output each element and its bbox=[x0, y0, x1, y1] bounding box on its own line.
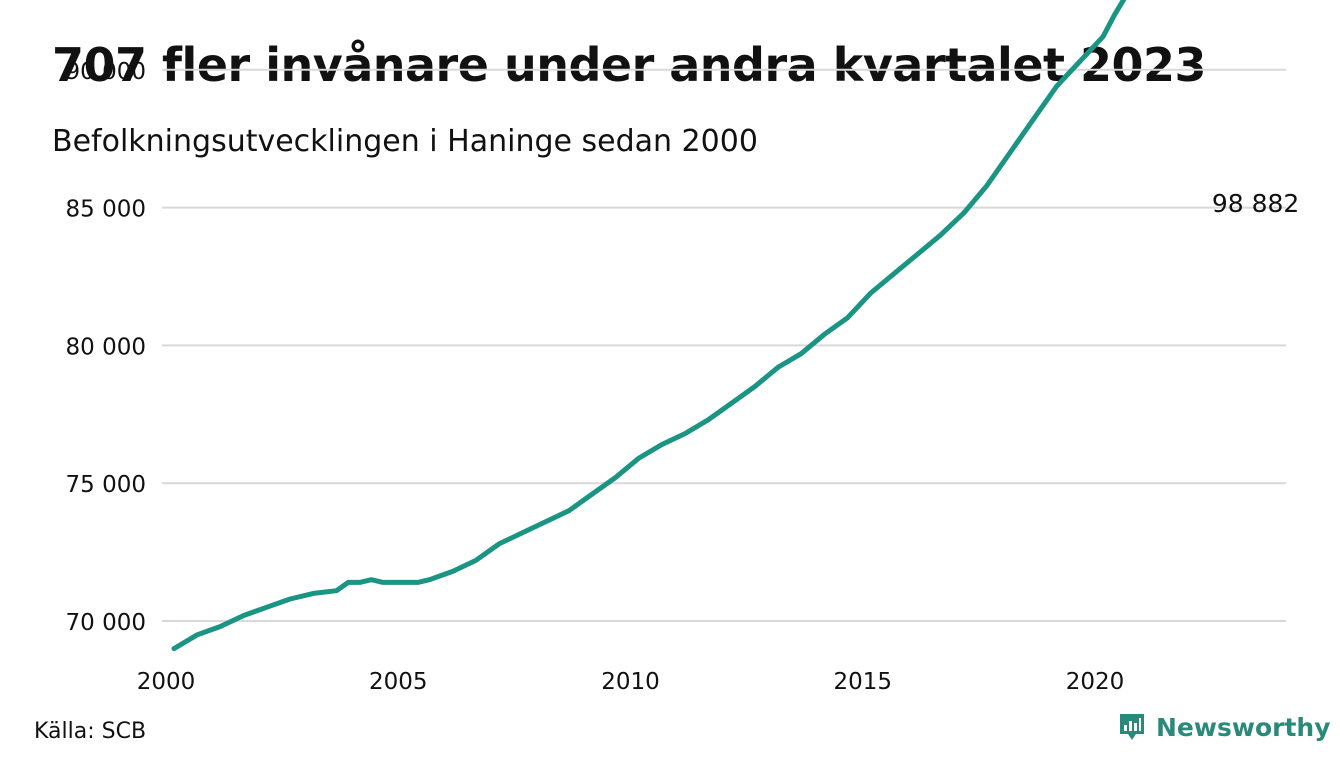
x-tick-label: 2000 bbox=[137, 669, 196, 695]
y-tick-label: 90 000 bbox=[66, 59, 146, 85]
y-tick-label: 75 000 bbox=[66, 472, 146, 498]
y-tick-label: 70 000 bbox=[66, 610, 146, 636]
newsworthy-chart-icon bbox=[1120, 714, 1144, 740]
y-tick-label: 80 000 bbox=[66, 334, 146, 360]
end-value-annotation: 98 882 bbox=[1212, 189, 1299, 218]
x-tick-label: 2020 bbox=[1066, 669, 1125, 695]
x-tick-label: 2010 bbox=[601, 669, 660, 695]
x-tick-label: 2005 bbox=[369, 669, 428, 695]
data-series bbox=[171, 0, 1127, 652]
series-line bbox=[171, 0, 1127, 652]
chart-subtitle: Befolkningsutvecklingen i Haninge sedan … bbox=[52, 124, 758, 159]
x-axis-tick-labels: 2000 2005 2010 2015 2020 bbox=[137, 669, 1125, 695]
y-gridlines bbox=[162, 68, 1286, 622]
x-tick-label: 2015 bbox=[833, 669, 892, 695]
source-note: Källa: SCB bbox=[34, 719, 147, 744]
chart-title: 707 fler invånare under andra kvartalet … bbox=[52, 38, 1207, 92]
y-tick-label: 85 000 bbox=[66, 197, 146, 223]
brand-name: Newsworthy bbox=[1156, 712, 1331, 742]
brand-logo: Newsworthy bbox=[1118, 712, 1331, 742]
end-value-label: 98 882 bbox=[1212, 189, 1299, 218]
